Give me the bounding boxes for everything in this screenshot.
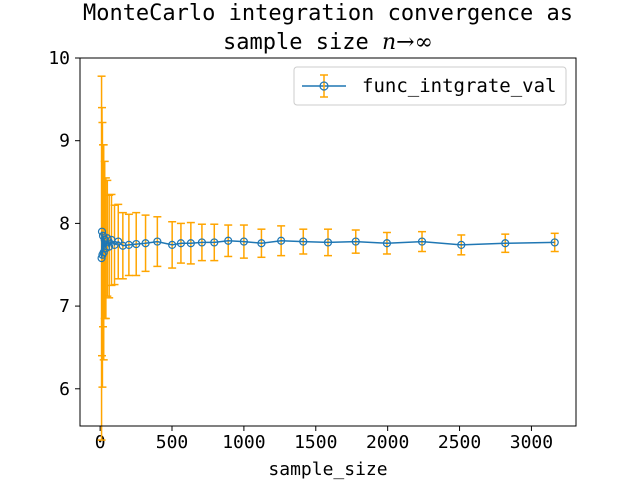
data-point-27 [197,238,207,247]
x-tick-label-1: 500 [156,432,189,453]
data-point-28 [224,236,233,245]
axes-frame [79,57,577,427]
data-point-22 [323,238,333,247]
data-point-30 [299,237,308,246]
x-tick-label-6: 3000 [510,432,553,453]
chart-title-math: n→∞ [382,30,433,55]
x-tick-label-2: 1000 [222,432,265,453]
legend-box [293,66,567,106]
data-point-1 [97,227,107,236]
data-point-12 [118,241,127,250]
x-tick-label-0: 0 [95,432,106,453]
data-point-31 [351,237,360,246]
x-tick-label-3: 1500 [294,432,337,453]
data-point-29 [257,239,266,248]
data-point-33 [501,239,510,248]
data-point-20 [239,237,248,246]
data-point-24 [457,240,466,249]
x-axis-label: sample_size [268,459,387,480]
data-point-15 [141,239,150,248]
y-tick-label-0: 6 [59,379,70,400]
data-point-21 [277,236,286,245]
plot-area: 0 500 1000 1500 2000 2500 3000 6 7 8 9 10 [48,48,577,453]
data-point-25 [550,238,559,247]
data-point-19 [210,238,219,247]
chart-title-line2-text: sample size [223,30,382,55]
data-point-16 [153,237,162,246]
chart-title-line2: sample size n→∞ [223,30,433,55]
data-point-11 [114,237,123,246]
data-point-32 [417,237,427,246]
y-tick-label-3: 9 [59,131,70,152]
x-tick-label-5: 2500 [438,432,481,453]
data-point-7 [103,234,112,243]
legend-label: func_intgrate_val [362,75,556,97]
data-point-3 [98,231,108,240]
data-point-18 [186,239,195,248]
legend-point-marker [319,81,329,91]
y-tick-label-1: 7 [59,296,70,317]
x-tick-label-4: 2000 [366,432,409,453]
data-point-17 [168,240,177,249]
data-point-14 [132,239,141,249]
legend: func_intgrate_val [293,66,567,106]
data-point-26 [176,239,186,248]
series-line [100,231,555,259]
chart-title-line1: MonteCarlo integration convergence as [83,1,573,26]
data-point-4 [99,248,108,257]
data-point-23 [382,239,392,248]
y-tick-label-4: 10 [48,48,70,69]
y-tick-label-2: 8 [59,213,70,234]
